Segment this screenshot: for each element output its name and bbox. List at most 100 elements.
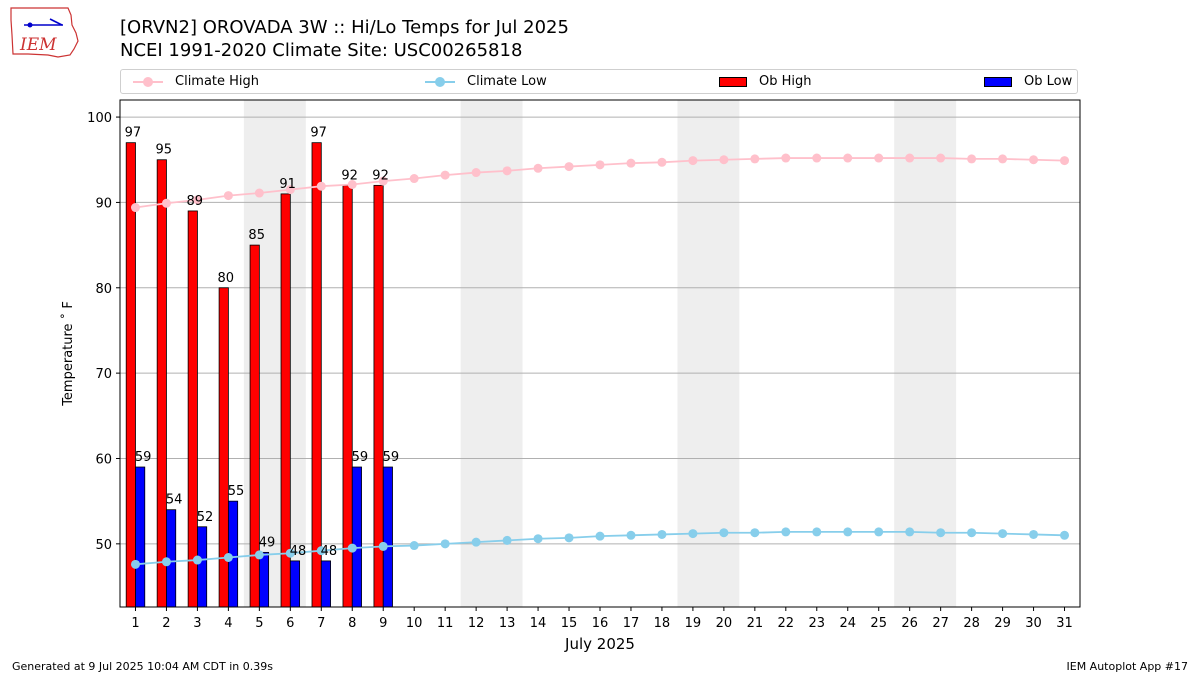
- ob-high-label-3: 89: [187, 194, 204, 209]
- climate-high-swatch: [133, 76, 163, 88]
- climate-low-point-21: [750, 528, 760, 538]
- app-credit: IEM Autoplot App #17: [1066, 660, 1189, 673]
- climate-high-point-1: [130, 203, 140, 213]
- climate-low-point-23: [812, 527, 822, 537]
- climate-low-point-28: [967, 528, 977, 538]
- ob-low-swatch: [984, 76, 1012, 87]
- ob-high-bar-7: [311, 142, 322, 608]
- climate-low-point-22: [781, 527, 791, 537]
- x-tick-label-5: 5: [255, 616, 263, 631]
- ob-high-label-8: 92: [341, 168, 358, 183]
- legend-climate-high-label: Climate High: [175, 74, 260, 89]
- climate-high-point-11: [440, 170, 450, 180]
- ob-high-bar-8: [342, 184, 353, 608]
- legend-ob-high: Ob High: [719, 74, 812, 89]
- climate-high-point-12: [471, 168, 481, 178]
- climate-low-point-30: [1029, 529, 1039, 539]
- legend: Climate High Climate Low Ob High Ob Low: [120, 69, 1078, 94]
- ob-low-label-3: 52: [197, 510, 214, 525]
- iem-logo: IEM: [10, 7, 79, 58]
- climate-low-point-10: [409, 541, 419, 551]
- climate-high-point-26: [905, 153, 915, 163]
- x-tick-label-2: 2: [162, 616, 170, 631]
- ob-low-bar-6: [289, 560, 301, 608]
- ob-low-label-8: 59: [352, 450, 369, 465]
- x-tick-label-6: 6: [286, 616, 294, 631]
- climate-high-point-19: [688, 156, 698, 166]
- climate-low-line: [130, 527, 1070, 569]
- x-tick-label-27: 27: [932, 616, 949, 631]
- ob-low-label-5: 49: [259, 535, 276, 550]
- climate-high-point-13: [502, 166, 512, 176]
- x-tick-label-8: 8: [348, 616, 356, 631]
- weekend-bands: [243, 100, 957, 607]
- climate-high-point-16: [595, 160, 605, 170]
- y-tick-label-80: 80: [95, 282, 112, 297]
- x-tick-label-21: 21: [747, 616, 764, 631]
- x-tick-label-20: 20: [716, 616, 733, 631]
- ob-low-bar-7: [320, 560, 331, 608]
- y-tick-label-70: 70: [95, 367, 112, 382]
- climate-high-point-4: [223, 191, 233, 201]
- climate-low-point-26: [905, 527, 915, 537]
- x-axis-label: July 2025: [564, 635, 635, 653]
- chart-title: [ORVN2] OROVADA 3W :: Hi/Lo Temps for Ju…: [120, 17, 569, 38]
- climate-low-point-8: [347, 543, 357, 553]
- climate-high-point-20: [719, 155, 729, 165]
- climate-high-point-22: [781, 153, 791, 163]
- y-tick-label-90: 90: [95, 196, 112, 211]
- y-axis-label: Temperature ˚ F: [60, 301, 76, 407]
- ob-high-label-9: 92: [372, 168, 389, 183]
- y-axis: 50 60 70 80 90 100: [87, 111, 120, 553]
- x-tick-label-3: 3: [193, 616, 201, 631]
- legend-climate-low-label: Climate Low: [467, 74, 547, 89]
- grid-lines: [120, 116, 1080, 545]
- x-tick-label-23: 23: [809, 616, 826, 631]
- ob-low-label-4: 55: [228, 484, 245, 499]
- x-tick-label-30: 30: [1025, 616, 1042, 631]
- climate-high-point-21: [750, 154, 760, 164]
- x-tick-label-16: 16: [592, 616, 609, 631]
- x-tick-label-29: 29: [994, 616, 1011, 631]
- x-tick-label-15: 15: [561, 616, 578, 631]
- ob-low-bar-1: [135, 466, 146, 608]
- ob-high-bar-3: [187, 210, 198, 608]
- climate-low-point-31: [1060, 530, 1070, 540]
- y-tick-label-100: 100: [87, 111, 112, 126]
- ob-low-label-7: 48: [321, 544, 338, 559]
- climate-high-point-17: [626, 158, 636, 168]
- climate-low-point-25: [874, 527, 884, 537]
- climate-low-point-15: [564, 533, 574, 543]
- climate-high-point-23: [812, 153, 822, 163]
- climate-low-point-9: [378, 541, 388, 551]
- legend-ob-low: Ob Low: [984, 74, 1072, 89]
- climate-high-point-29: [998, 154, 1008, 164]
- x-tick-label-22: 22: [778, 616, 795, 631]
- climate-low-point-5: [254, 550, 264, 560]
- x-tick-label-14: 14: [530, 616, 547, 631]
- weekend-band-2: [677, 100, 740, 607]
- climate-high-point-24: [843, 153, 853, 163]
- climate-low-point-29: [998, 529, 1008, 539]
- ob-high-label-4: 80: [217, 271, 234, 286]
- ob-high-label-5: 85: [248, 228, 265, 243]
- climate-high-point-30: [1029, 155, 1039, 165]
- x-tick-label-24: 24: [839, 616, 856, 631]
- climate-high-point-14: [533, 163, 543, 173]
- climate-high-point-28: [967, 154, 977, 164]
- x-tick-label-9: 9: [379, 616, 387, 631]
- ob-high-label-1: 97: [125, 126, 142, 141]
- climate-low-point-27: [936, 528, 946, 538]
- climate-high-point-6: [285, 185, 295, 195]
- climate-low-point-1: [130, 559, 140, 569]
- climate-low-point-6: [285, 548, 295, 558]
- generated-timestamp: Generated at 9 Jul 2025 10:04 AM CDT in …: [12, 660, 273, 673]
- climate-high-point-25: [874, 153, 884, 163]
- climate-high-point-9: [378, 176, 388, 186]
- ob-high-label-7: 97: [310, 126, 327, 141]
- ob-high-bar-1: [125, 142, 136, 608]
- x-tick-label-4: 4: [224, 616, 232, 631]
- ob-low-label-9: 59: [383, 450, 400, 465]
- chart-subtitle: NCEI 1991-2020 Climate Site: USC00265818: [120, 40, 523, 61]
